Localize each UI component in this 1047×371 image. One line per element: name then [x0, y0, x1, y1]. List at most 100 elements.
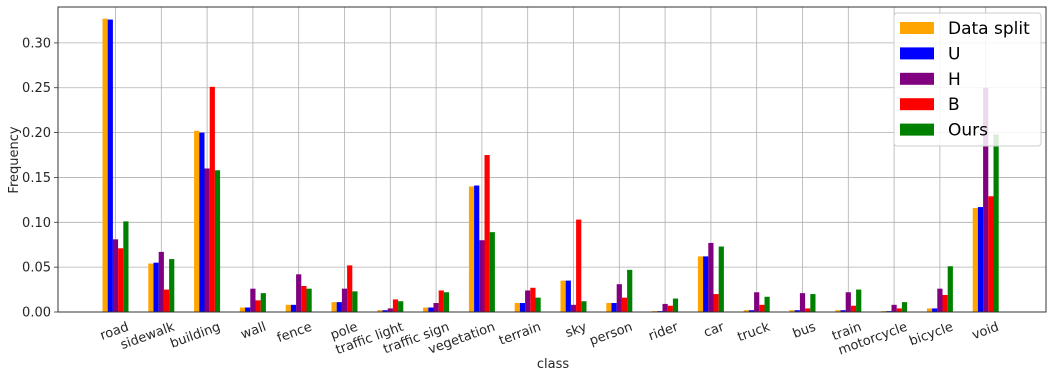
bar [977, 207, 984, 312]
bar [239, 307, 246, 312]
x-tick-label: wall [239, 320, 268, 343]
y-tick-labels: 0.00 0.05 0.10 0.15 0.20 0.25 0.30 [22, 36, 58, 321]
bar [713, 294, 719, 312]
bar [845, 292, 851, 312]
bar [616, 284, 622, 312]
y-tick-label: 0.30 [22, 36, 51, 51]
bar [764, 296, 770, 312]
bar [576, 219, 582, 312]
bar [856, 289, 862, 312]
y-tick-label: 0.15 [22, 171, 51, 186]
bar [158, 251, 164, 312]
legend-label: U [948, 44, 960, 64]
bar [708, 242, 714, 312]
bar [937, 288, 943, 312]
bar [840, 310, 846, 312]
bar [123, 221, 129, 312]
bar [565, 280, 571, 312]
legend-label: H [948, 70, 961, 90]
grid-layer [58, 7, 1046, 313]
bar [514, 303, 520, 312]
bar [993, 134, 999, 312]
bar [169, 259, 175, 312]
bar [754, 292, 760, 312]
legend-label: Ours [948, 121, 988, 141]
bar [672, 298, 679, 312]
bar [387, 308, 393, 312]
legend-label: B [948, 95, 960, 115]
bar [468, 186, 475, 312]
bar [112, 239, 119, 312]
bar [519, 303, 526, 312]
x-tick-label: truck [736, 320, 773, 346]
bar [118, 248, 124, 312]
bar [611, 303, 617, 312]
bar [209, 86, 215, 313]
bar [352, 291, 358, 312]
bar [285, 304, 291, 312]
bar [306, 288, 312, 312]
bar [438, 290, 444, 312]
bar [926, 308, 933, 312]
bar [794, 310, 800, 312]
bar [433, 303, 439, 312]
bar [748, 310, 755, 312]
bar [718, 246, 724, 312]
bar [423, 307, 429, 312]
bar [153, 262, 159, 312]
bar [260, 293, 266, 312]
bar [199, 132, 205, 312]
bar [667, 305, 673, 312]
x-tick-label: fence [275, 320, 314, 346]
bar [799, 293, 806, 312]
bar [336, 302, 342, 312]
x-tick-label: void [970, 320, 1001, 344]
bar [341, 288, 348, 312]
bar [443, 292, 450, 312]
bar [347, 265, 353, 312]
bar [398, 301, 404, 312]
legend-swatch [900, 98, 934, 111]
bar [789, 310, 795, 312]
bar [810, 294, 816, 312]
legend-box [893, 12, 1042, 147]
x-tick-label: rider [647, 319, 681, 344]
bar [581, 301, 587, 312]
bar [972, 207, 978, 312]
bar [530, 287, 536, 312]
bar [606, 303, 612, 312]
bar [560, 280, 566, 312]
bar [214, 170, 221, 312]
bar [290, 304, 297, 312]
bar [377, 310, 383, 312]
y-tick-label: 0.10 [22, 216, 51, 231]
bars-layer [102, 18, 999, 313]
bar [942, 294, 948, 312]
y-tick-label: 0.05 [22, 261, 51, 276]
x-tick-label: person [588, 320, 635, 349]
x-axis-title: class [537, 357, 569, 371]
x-tick-label: bus [791, 320, 818, 342]
bar [163, 289, 170, 312]
y-axis-title: Frequency [7, 126, 22, 193]
bar [743, 310, 749, 312]
legend-swatch [900, 72, 934, 85]
bar [805, 308, 811, 312]
y-tick-label: 0.00 [22, 306, 51, 321]
bar [392, 299, 399, 312]
bar [947, 266, 953, 312]
legend-swatch [900, 123, 934, 136]
bar [489, 232, 495, 312]
legend-swatch [900, 47, 934, 60]
bar [627, 269, 633, 312]
bar [102, 18, 108, 312]
bar [148, 263, 154, 312]
bar [107, 19, 113, 312]
bar [850, 305, 857, 312]
x-tick-label: terrain [497, 320, 543, 349]
bar [255, 300, 261, 312]
bar [479, 240, 485, 312]
bar [245, 307, 251, 312]
